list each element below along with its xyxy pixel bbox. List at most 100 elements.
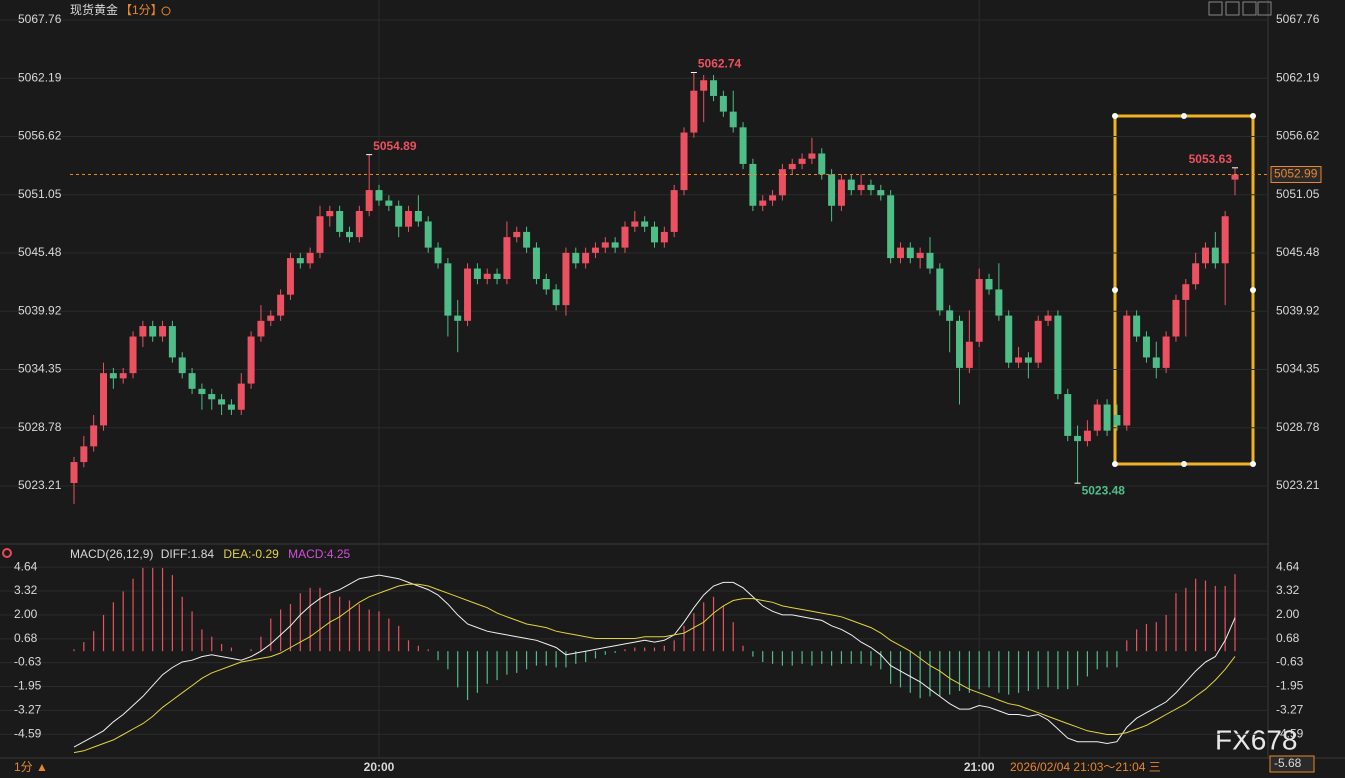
handle[interactable] <box>1250 287 1256 293</box>
candle-body <box>503 237 511 279</box>
candle-body <box>808 153 816 159</box>
candle-body <box>483 273 491 279</box>
candle-body <box>1054 315 1062 395</box>
candle-body <box>395 205 403 227</box>
period-label[interactable]: 【1分】 <box>120 3 163 17</box>
candle-body <box>119 373 127 379</box>
handle[interactable] <box>1112 461 1118 467</box>
candle-body <box>837 179 845 206</box>
candle-body <box>1093 404 1101 431</box>
y-tick-label-right: 5039.92 <box>1276 303 1320 317</box>
tool-button[interactable] <box>1242 1 1257 16</box>
handle[interactable] <box>1181 113 1187 119</box>
dea-value: -0.29 <box>251 547 279 561</box>
candle-body <box>257 320 265 337</box>
high-label: 5062.74 <box>698 57 742 71</box>
candle-body <box>660 231 668 243</box>
candle-body <box>651 226 658 243</box>
tool-button[interactable] <box>1208 1 1223 16</box>
high-label: 5054.89 <box>373 139 417 153</box>
candle-body <box>739 127 747 164</box>
macd-tick-label-right: 3.32 <box>1276 583 1300 597</box>
candle-body <box>227 404 235 410</box>
tool-button[interactable] <box>1257 1 1272 16</box>
y-tick-label-right: 5023.21 <box>1276 478 1320 492</box>
y-tick-label-right: 5056.62 <box>1276 129 1320 143</box>
candle-body <box>896 247 904 259</box>
handle[interactable] <box>1112 287 1118 293</box>
macd-tick-label: 3.32 <box>14 583 38 597</box>
candle-body <box>936 268 944 311</box>
candle-body <box>90 425 98 447</box>
candle-body <box>680 132 688 191</box>
candle-body <box>985 278 993 290</box>
cursor-value-box <box>1269 755 1315 773</box>
macd-tick-label: -0.63 <box>14 655 42 669</box>
candle-body <box>405 211 413 227</box>
y-tick-label: 5067.76 <box>18 12 62 26</box>
dea-label: DEA: <box>223 547 251 561</box>
candle-body <box>916 252 924 259</box>
y-tick-label-right: 5062.19 <box>1276 70 1320 84</box>
handle[interactable] <box>1112 113 1118 119</box>
cursor-value: -5.68 <box>1274 756 1302 770</box>
y-tick-label: 5062.19 <box>18 70 62 84</box>
candle-body <box>434 247 442 264</box>
drawn-box[interactable] <box>1112 113 1256 467</box>
candle-body <box>582 252 590 264</box>
candle-body <box>946 310 954 321</box>
period-switch[interactable]: 1分 ▲ <box>14 760 48 774</box>
candle-body <box>513 231 521 238</box>
candle-body <box>965 341 973 368</box>
candle-body <box>149 326 157 337</box>
low-label: 5023.48 <box>1082 483 1126 497</box>
macd-tick-label: 2.00 <box>14 607 38 621</box>
candle-body <box>847 179 855 191</box>
candle-body <box>552 289 560 306</box>
y-tick-label-right: 5045.48 <box>1276 245 1320 259</box>
candle-body <box>345 231 353 238</box>
candle-body <box>611 242 619 248</box>
macd-tick-label: 0.68 <box>14 631 38 645</box>
candle-body <box>1103 404 1111 431</box>
x-tick-label: 21:00 <box>964 760 995 774</box>
candle-body <box>1064 394 1072 436</box>
candle-body <box>454 315 462 321</box>
handle[interactable] <box>1181 461 1187 467</box>
candle-body <box>975 278 983 342</box>
candle-body <box>159 326 167 337</box>
macd-tick-label: -1.95 <box>14 679 42 693</box>
candle-body <box>1005 315 1013 363</box>
candle-body <box>70 462 78 483</box>
candle-body <box>277 294 285 316</box>
add-icon[interactable] <box>161 6 171 16</box>
candle-body <box>906 247 914 259</box>
candle-body <box>109 373 117 379</box>
candle-body <box>286 258 294 295</box>
macd-tick-label-right: -4.59 <box>1276 726 1304 740</box>
macd-tick-label-right: -1.95 <box>1276 679 1304 693</box>
macd-label: MACD(26,12,9) <box>70 547 153 561</box>
last-price-label: 5052.99 <box>1274 167 1318 181</box>
handle[interactable] <box>1250 461 1256 467</box>
macd-tick-label-right: 4.64 <box>1276 559 1300 573</box>
candle-body <box>365 190 373 212</box>
candle-body <box>591 247 599 253</box>
candle-body <box>296 258 304 264</box>
candle-body <box>523 231 531 248</box>
candle-body <box>729 111 737 128</box>
macd-icon[interactable] <box>2 548 12 558</box>
candle-body <box>601 242 609 248</box>
candle-body <box>788 163 796 170</box>
candle-body <box>1133 315 1141 337</box>
y-tick-label: 5056.62 <box>18 129 62 143</box>
handle[interactable] <box>1250 113 1256 119</box>
candle-body <box>247 336 255 384</box>
candle-body <box>326 211 334 217</box>
macd-tick-label: 4.64 <box>14 559 38 573</box>
candle-body <box>798 158 806 164</box>
candle-body <box>218 399 226 405</box>
candle-body <box>542 278 550 290</box>
tool-button[interactable] <box>1225 1 1240 16</box>
